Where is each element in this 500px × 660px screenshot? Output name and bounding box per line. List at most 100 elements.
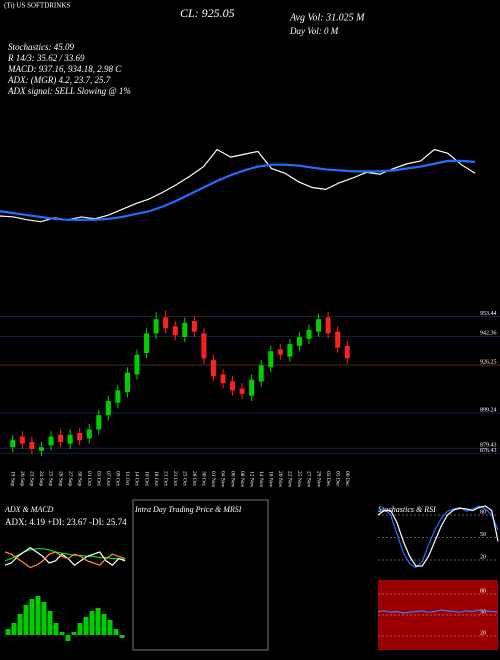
bar	[83, 617, 89, 635]
x-tick-label: 28 Oct	[191, 471, 197, 486]
x-tick-label: 07 Oct	[105, 471, 111, 486]
x-tick-label: 06 Nov	[229, 471, 235, 488]
candle-body	[163, 317, 169, 329]
candle-body	[182, 322, 188, 337]
adx-info: ADX: (MGR) 4.2, 23.7, 25.7	[7, 75, 111, 85]
x-tick-label: 25 Sep	[48, 471, 54, 486]
candle-body	[67, 434, 73, 444]
level-label: 879.43	[480, 443, 497, 449]
x-tick-label: 26 Sep	[57, 471, 63, 486]
x-tick-label: 08 Nov	[239, 471, 245, 488]
candle-body	[316, 319, 322, 332]
x-tick-label: 25 Oct	[182, 471, 188, 486]
day-volume: Day Vol: 0 M	[289, 26, 339, 36]
x-tick-label: 11 Oct	[124, 471, 130, 486]
bar	[101, 614, 107, 635]
level-label: 942.36	[480, 331, 497, 337]
x-tick-label: 20 Nov	[277, 471, 283, 488]
x-tick-label: 23 Oct	[172, 471, 178, 486]
bar	[41, 602, 47, 635]
candle-body	[48, 436, 54, 446]
level-label: 80	[480, 588, 486, 594]
level-label: 80	[480, 509, 486, 515]
candle-body	[191, 321, 197, 332]
level-label: 876.43	[480, 448, 497, 454]
candle-body	[268, 351, 274, 368]
x-tick-label: 03 Dec	[325, 471, 331, 487]
candle-body	[153, 319, 159, 334]
panel-annotation: ADX: 4.19 +DI: 23.67 -DI: 25.74	[5, 517, 127, 527]
candle-body	[335, 331, 341, 348]
candle-body	[10, 440, 16, 448]
bar	[35, 596, 41, 635]
candle-body	[29, 441, 35, 449]
x-tick-label: 23 Sep	[29, 471, 35, 486]
candle-body	[144, 333, 150, 353]
candle-body	[19, 436, 25, 444]
avg-volume: Avg Vol: 31.025 M	[289, 12, 365, 23]
candle-body	[249, 379, 255, 396]
candle-body	[96, 415, 102, 430]
candle-body	[277, 349, 283, 355]
level-label: 50	[480, 532, 486, 538]
level-label: 926.25	[480, 359, 497, 365]
intraday-title: Intra Day Trading Price & MRSI	[134, 505, 242, 514]
close-price: CL: 925.05	[180, 6, 235, 20]
candle-body	[58, 434, 64, 442]
series-line	[377, 609, 499, 614]
bar	[17, 614, 23, 635]
macd-info: MACD: 937.16, 934.18, 2.98 C	[7, 64, 122, 74]
x-tick-label: 29 Nov	[315, 471, 321, 488]
candle-body	[239, 388, 245, 394]
x-tick-label: 04 Nov	[220, 471, 226, 488]
x-tick-label: 03 Oct	[96, 471, 102, 486]
x-tick-label: 05 Dec	[334, 471, 340, 487]
level-label: 899.24	[480, 407, 497, 413]
x-tick-label: 01 Oct	[86, 471, 92, 486]
candle-body	[134, 354, 140, 375]
x-tick-label: 01 Nov	[210, 471, 216, 488]
candle-body	[220, 374, 226, 384]
x-tick-label: 25 Nov	[296, 471, 302, 488]
bar	[77, 623, 83, 635]
bar	[95, 608, 101, 635]
candle-body	[86, 429, 92, 439]
bar	[23, 605, 29, 635]
candle-body	[287, 344, 293, 357]
x-tick-label: 14 Nov	[258, 471, 264, 488]
candle-body	[124, 372, 130, 393]
candle-body	[38, 447, 44, 451]
x-tick-label: 19 Sep	[10, 471, 16, 486]
candle-body	[258, 365, 264, 382]
panel-title: Stochastics & RSI	[378, 505, 436, 514]
bar	[53, 623, 59, 635]
x-tick-label: 16 Oct	[143, 471, 149, 486]
series-line	[0, 148, 476, 223]
level-label: 20	[480, 554, 486, 560]
bar	[11, 623, 17, 635]
series-line	[377, 505, 499, 567]
candle-body	[210, 360, 216, 377]
series-line	[4, 551, 126, 569]
bar	[119, 635, 125, 638]
level-label: 20	[480, 630, 486, 636]
bar	[5, 629, 11, 635]
candle-body	[172, 326, 178, 336]
candle-body	[77, 433, 83, 441]
candle-body	[115, 390, 121, 403]
x-tick-label: 20 Sep	[19, 471, 25, 486]
x-tick-label: 22 Nov	[287, 471, 293, 488]
adx-signal: ADX signal: SELL Slowing @ 1%	[7, 86, 131, 96]
stochastics-info: Stochastics: 45.09	[8, 42, 74, 52]
x-tick-label: 06 Dec	[344, 471, 350, 487]
level-label: 953.44	[480, 311, 497, 317]
x-tick-label: 12 Nov	[248, 471, 254, 488]
r-info: R 14/3: 35.62 / 33.69	[7, 53, 85, 63]
candle-body	[201, 333, 207, 359]
bar	[47, 611, 53, 635]
candle-body	[325, 317, 331, 334]
candle-body	[105, 401, 111, 416]
candle-body	[344, 345, 350, 359]
